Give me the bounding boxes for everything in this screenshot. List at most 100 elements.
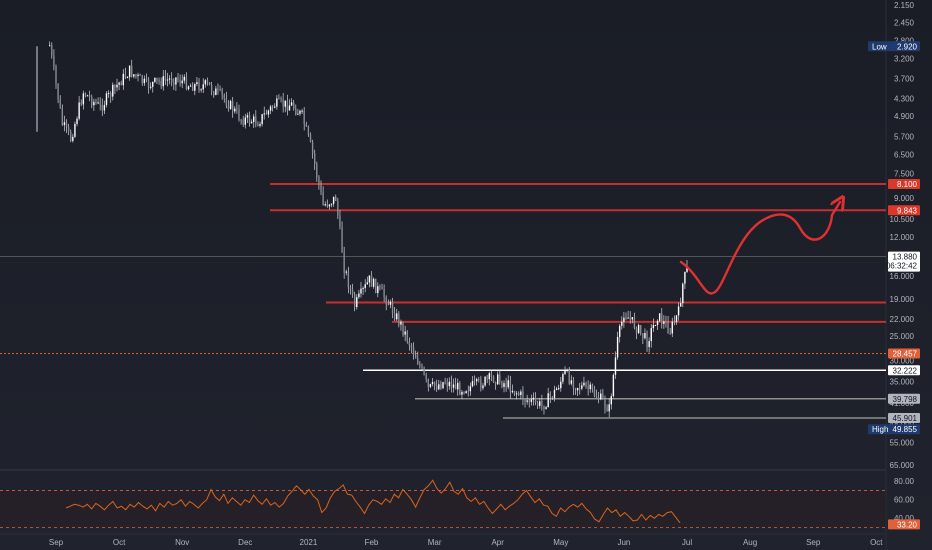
price-tag-text: 9.843 [897,206,918,215]
candle-body [591,384,594,390]
candle-body [276,98,278,107]
candle-body [404,331,406,335]
candle-body [135,74,137,77]
candle-body [88,95,91,97]
candle-body [682,283,684,304]
candle-body [229,101,232,109]
candle-body [616,336,619,358]
candle-body [625,317,627,319]
candle-body [124,73,127,78]
candle-body [534,397,537,403]
candle-body [503,383,505,387]
candle-body [412,347,415,355]
candle-body [103,105,106,111]
candle-body [112,84,114,97]
candle-body [629,317,631,320]
candle-body [673,321,676,323]
candle-body [482,385,484,389]
pane-separator[interactable] [0,469,886,471]
candle-body [492,376,495,383]
candle-body [61,107,64,125]
candle-body [656,320,659,326]
candle-body [322,192,324,206]
rsi-line[interactable] [65,479,681,524]
candle-body [433,382,436,387]
x-tick-label: Oct [870,538,883,547]
candle-body [353,294,356,308]
candle-body [187,86,190,90]
projection-arrow[interactable] [679,202,840,295]
candle-body [118,82,120,85]
candle-body [107,92,110,94]
candle-body [324,204,326,206]
price-tag-text: 28.457 [893,350,918,359]
candle-body [59,99,61,108]
candle-body [610,396,612,405]
candle-body [370,275,373,287]
candle-body [623,317,625,322]
rsi-tick-label: 60.00 [894,496,915,505]
candle-body [467,391,469,393]
price-tag-label: Low [872,42,887,51]
candle-body [667,322,669,334]
candle-body [360,288,362,294]
candle-body [597,397,600,400]
candle-body [204,80,207,85]
price-tag [888,413,920,424]
candle-body [509,380,512,393]
rsi-value-text: 33.20 [897,520,918,529]
y-tick-label: 3.700 [894,74,915,83]
x-tick-label: May [553,538,568,547]
candle-body [51,45,53,56]
candle-body [587,386,589,390]
candle-body [528,400,530,402]
candle-body [459,382,461,395]
candle-body [82,93,85,105]
candle-body [358,293,360,298]
x-tick-label: Jul [682,538,692,547]
candle-body [80,102,82,105]
candle-body [259,124,261,126]
candle-body [421,365,423,368]
x-tick-label: 2021 [300,538,318,547]
candle-body [213,91,215,96]
candle-body [551,396,554,398]
candle-body [328,204,331,207]
candle-body [91,96,93,106]
candle-body [231,101,234,112]
candle-body [398,313,400,325]
candle-body [465,391,467,394]
candle-body [410,345,413,348]
price-tag [888,178,920,189]
candle-body [389,301,392,305]
candle-body [149,86,152,88]
candle-body [545,407,547,409]
candle-body [400,321,402,325]
price-tag-text: 49.855 [893,425,918,434]
candle-body [526,400,528,402]
y-tick-label: 10.500 [890,215,915,224]
candle-body [475,379,478,382]
candle-body [461,391,463,395]
candle-body [618,325,621,337]
candle-body [469,386,472,392]
candle-body [429,384,432,388]
price-tag [888,365,920,376]
candle-body [541,401,543,406]
candle-body [612,374,615,397]
candle-body [330,203,333,205]
rsi-tick-label: 80.00 [894,477,915,486]
candle-body [614,357,617,375]
candle-body [78,102,80,119]
price-tag-text: 45.901 [893,414,918,423]
price-tag-text: 13.880 [893,253,918,262]
y-tick-label: 2.450 [894,19,915,28]
candle-body [671,321,673,334]
candle-body [274,106,276,108]
candle-body [583,382,585,386]
candle-body [600,393,602,400]
candle-body [513,390,516,394]
candle-body [200,89,202,91]
